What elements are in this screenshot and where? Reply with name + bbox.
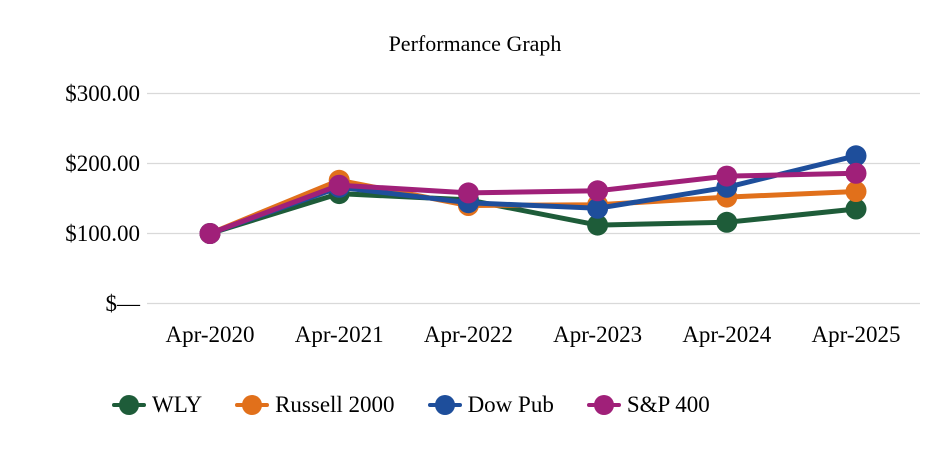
- x-axis-tick-apr-2024: Apr-2024: [682, 322, 772, 347]
- data-point: [587, 180, 609, 202]
- x-axis-tick-apr-2022: Apr-2022: [423, 322, 513, 347]
- x-axis-tick-apr-2025: Apr-2025: [811, 322, 901, 347]
- series-line-wly: [209, 191, 857, 236]
- data-point: [328, 174, 350, 196]
- line-marker-icon: [427, 394, 462, 416]
- data-point: [716, 165, 738, 187]
- legend-item-dow-pub: Dow Pub: [427, 391, 554, 419]
- chart-legend: WLY Russell 2000 Dow Pub S&P 400: [112, 390, 710, 420]
- legend-label: Russell 2000: [275, 392, 395, 417]
- legend-item-wly: WLY: [112, 391, 202, 419]
- x-axis-tick-apr-2021: Apr-2021: [294, 322, 384, 347]
- data-point: [845, 181, 867, 202]
- legend-label: Dow Pub: [467, 392, 554, 417]
- y-axis-tick-200: $200.00: [65, 150, 140, 176]
- y-axis-tick-0: $—: [105, 290, 141, 316]
- data-point: [716, 211, 738, 233]
- line-marker-icon: [235, 394, 270, 416]
- y-axis-tick-300: $300.00: [65, 80, 140, 106]
- x-axis-tick-apr-2020: Apr-2020: [165, 322, 255, 347]
- legend-label: WLY: [152, 392, 203, 417]
- series-line-s-p-400: [209, 170, 857, 236]
- data-point: [845, 198, 867, 220]
- y-axis-tick-100: $100.00: [65, 220, 140, 246]
- line-marker-icon: [112, 394, 146, 416]
- data-point: [199, 223, 221, 244]
- legend-item-sp-400: S&P 400: [586, 391, 710, 419]
- x-axis-tick-apr-2023: Apr-2023: [553, 322, 643, 347]
- data-point: [587, 197, 609, 219]
- data-point: [457, 182, 479, 204]
- data-point: [587, 214, 609, 236]
- line-marker-icon: [586, 394, 621, 416]
- data-point: [845, 162, 867, 184]
- data-point: [845, 145, 867, 167]
- chart-title: Performance Graph: [388, 31, 562, 56]
- legend-label: S&P 400: [626, 392, 710, 417]
- legend-item-russell-2000: Russell 2000: [235, 391, 395, 419]
